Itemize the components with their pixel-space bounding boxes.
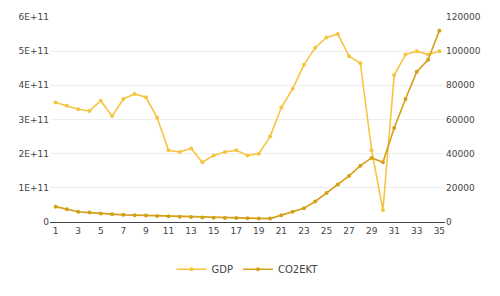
- svg-text:27: 27: [343, 226, 354, 236]
- svg-text:25: 25: [321, 226, 332, 236]
- svg-text:120000: 120000: [446, 12, 481, 22]
- svg-text:23: 23: [298, 226, 309, 236]
- svg-text:1E+11: 1E+11: [19, 183, 49, 193]
- svg-text:15: 15: [208, 226, 219, 236]
- svg-text:GDP: GDP: [212, 264, 233, 275]
- svg-text:9: 9: [143, 226, 149, 236]
- svg-text:13: 13: [185, 226, 196, 236]
- svg-text:29: 29: [366, 226, 378, 236]
- svg-text:2E+11: 2E+11: [19, 149, 49, 159]
- svg-text:5E+11: 5E+11: [19, 46, 49, 56]
- svg-text:3: 3: [75, 226, 81, 236]
- svg-text:CO2EKT: CO2EKT: [278, 264, 318, 275]
- svg-text:4E+11: 4E+11: [19, 80, 49, 90]
- svg-text:3E+11: 3E+11: [19, 115, 49, 125]
- svg-text:1: 1: [53, 226, 59, 236]
- svg-text:60000: 60000: [446, 115, 475, 125]
- svg-text:11: 11: [163, 226, 174, 236]
- svg-text:5: 5: [98, 226, 104, 236]
- svg-text:35: 35: [434, 226, 445, 236]
- svg-text:17: 17: [230, 226, 241, 236]
- svg-text:33: 33: [411, 226, 422, 236]
- svg-text:19: 19: [253, 226, 265, 236]
- svg-text:40000: 40000: [446, 149, 475, 159]
- svg-text:6E+11: 6E+11: [19, 12, 49, 22]
- svg-text:100000: 100000: [446, 46, 481, 56]
- svg-text:0: 0: [43, 217, 49, 227]
- svg-text:7: 7: [120, 226, 126, 236]
- svg-text:0: 0: [446, 217, 452, 227]
- svg-text:20000: 20000: [446, 183, 475, 193]
- svg-text:21: 21: [276, 226, 287, 236]
- svg-text:31: 31: [388, 226, 399, 236]
- svg-text:80000: 80000: [446, 80, 475, 90]
